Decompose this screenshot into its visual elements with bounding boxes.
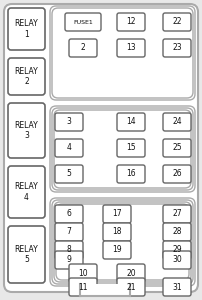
- Text: RELAY
4: RELAY 4: [15, 182, 38, 202]
- Text: 10: 10: [78, 268, 88, 278]
- Text: 16: 16: [126, 169, 136, 178]
- Text: 24: 24: [172, 118, 182, 127]
- Text: 30: 30: [172, 256, 182, 265]
- FancyBboxPatch shape: [163, 251, 191, 269]
- Text: 23: 23: [172, 44, 182, 52]
- Text: 18: 18: [112, 227, 122, 236]
- FancyBboxPatch shape: [163, 113, 191, 131]
- FancyBboxPatch shape: [55, 251, 83, 269]
- FancyBboxPatch shape: [69, 264, 97, 282]
- Text: 31: 31: [172, 283, 182, 292]
- Text: 26: 26: [172, 169, 182, 178]
- Text: 15: 15: [126, 143, 136, 152]
- FancyBboxPatch shape: [117, 278, 145, 296]
- Text: 21: 21: [126, 283, 136, 292]
- Bar: [80, 284, 130, 296]
- FancyBboxPatch shape: [65, 13, 101, 31]
- FancyBboxPatch shape: [117, 13, 145, 31]
- Text: 5: 5: [67, 169, 72, 178]
- FancyBboxPatch shape: [69, 39, 97, 57]
- FancyBboxPatch shape: [103, 205, 131, 223]
- Text: 13: 13: [126, 44, 136, 52]
- Text: 28: 28: [172, 227, 182, 236]
- FancyBboxPatch shape: [55, 165, 83, 183]
- Text: RELAY
2: RELAY 2: [15, 67, 38, 86]
- FancyBboxPatch shape: [163, 278, 191, 296]
- FancyBboxPatch shape: [8, 166, 45, 218]
- Text: RELAY
1: RELAY 1: [15, 19, 38, 39]
- Text: 9: 9: [67, 256, 72, 265]
- FancyBboxPatch shape: [8, 226, 45, 283]
- FancyBboxPatch shape: [163, 13, 191, 31]
- Text: 25: 25: [172, 143, 182, 152]
- Text: 7: 7: [67, 227, 72, 236]
- FancyBboxPatch shape: [117, 139, 145, 157]
- Text: RELAY
5: RELAY 5: [15, 245, 38, 264]
- Text: 19: 19: [112, 245, 122, 254]
- Text: 27: 27: [172, 209, 182, 218]
- FancyBboxPatch shape: [163, 223, 191, 241]
- Text: 3: 3: [67, 118, 72, 127]
- FancyBboxPatch shape: [117, 113, 145, 131]
- Text: FUSE1: FUSE1: [73, 20, 93, 25]
- FancyBboxPatch shape: [117, 165, 145, 183]
- Text: 14: 14: [126, 118, 136, 127]
- Text: 11: 11: [78, 283, 88, 292]
- FancyBboxPatch shape: [55, 205, 83, 223]
- FancyBboxPatch shape: [163, 205, 191, 223]
- Text: 2: 2: [81, 44, 85, 52]
- FancyBboxPatch shape: [163, 39, 191, 57]
- FancyBboxPatch shape: [163, 139, 191, 157]
- FancyBboxPatch shape: [117, 39, 145, 57]
- FancyBboxPatch shape: [163, 241, 191, 259]
- FancyBboxPatch shape: [55, 139, 83, 157]
- FancyBboxPatch shape: [163, 165, 191, 183]
- Text: 8: 8: [67, 245, 71, 254]
- FancyBboxPatch shape: [103, 223, 131, 241]
- Text: 22: 22: [172, 17, 182, 26]
- FancyBboxPatch shape: [8, 58, 45, 95]
- Text: 12: 12: [126, 17, 136, 26]
- Text: 29: 29: [172, 245, 182, 254]
- FancyBboxPatch shape: [8, 103, 45, 158]
- FancyBboxPatch shape: [117, 264, 145, 282]
- FancyBboxPatch shape: [55, 241, 83, 259]
- FancyBboxPatch shape: [69, 278, 97, 296]
- FancyBboxPatch shape: [8, 8, 45, 50]
- FancyBboxPatch shape: [4, 4, 198, 292]
- Text: 17: 17: [112, 209, 122, 218]
- FancyBboxPatch shape: [55, 223, 83, 241]
- Text: 6: 6: [67, 209, 72, 218]
- Text: 20: 20: [126, 268, 136, 278]
- Text: RELAY
3: RELAY 3: [15, 121, 38, 140]
- FancyBboxPatch shape: [55, 113, 83, 131]
- Text: 4: 4: [67, 143, 72, 152]
- FancyBboxPatch shape: [103, 241, 131, 259]
